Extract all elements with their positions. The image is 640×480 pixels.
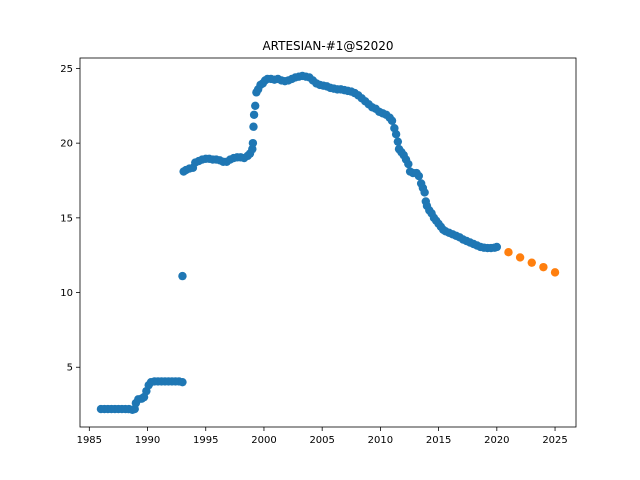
- data-point: [248, 138, 258, 148]
- x-tick-label: 1985: [77, 435, 102, 446]
- y-tick-label: 10: [60, 288, 73, 299]
- x-tick-label: 2020: [484, 435, 509, 446]
- data-point: [251, 101, 260, 111]
- y-tick-label: 25: [60, 64, 73, 75]
- data-point: [414, 171, 424, 181]
- data-point: [420, 188, 429, 197]
- data-point: [178, 271, 187, 281]
- data-point: [391, 129, 401, 139]
- data-point: [539, 262, 548, 272]
- x-tick-label: 2010: [368, 435, 393, 446]
- data-point: [249, 110, 259, 119]
- data-point: [504, 248, 513, 257]
- y-axis: 5 10 15 20 25: [60, 64, 80, 374]
- data-point: [249, 122, 258, 131]
- y-tick-label: 5: [67, 363, 73, 374]
- x-tick-label: 2000: [251, 435, 276, 446]
- x-tick-label: 2025: [542, 435, 567, 446]
- data-point: [527, 258, 536, 267]
- x-tick-label: 2015: [426, 435, 451, 446]
- data-point: [404, 159, 413, 169]
- series-2: [504, 248, 560, 277]
- data-point: [387, 116, 397, 125]
- data-point: [393, 137, 403, 146]
- x-axis: 1985 1990 1995 2000 2005 2010 2015 2020 2025: [77, 427, 568, 446]
- y-tick-label: 15: [60, 213, 73, 224]
- data-point: [178, 377, 187, 387]
- chart-title: ARTESIAN-#1@S2020: [262, 39, 393, 53]
- y-tick-label: 20: [60, 139, 73, 150]
- x-tick-label: 1990: [135, 435, 160, 446]
- data-point: [515, 253, 525, 262]
- x-tick-label: 2005: [309, 435, 334, 446]
- series-1: [96, 71, 502, 415]
- data-point: [550, 268, 560, 277]
- x-tick-label: 1995: [193, 435, 218, 446]
- axes-frame: [79, 57, 577, 428]
- data-point: [492, 242, 502, 252]
- plot-area: [96, 71, 560, 415]
